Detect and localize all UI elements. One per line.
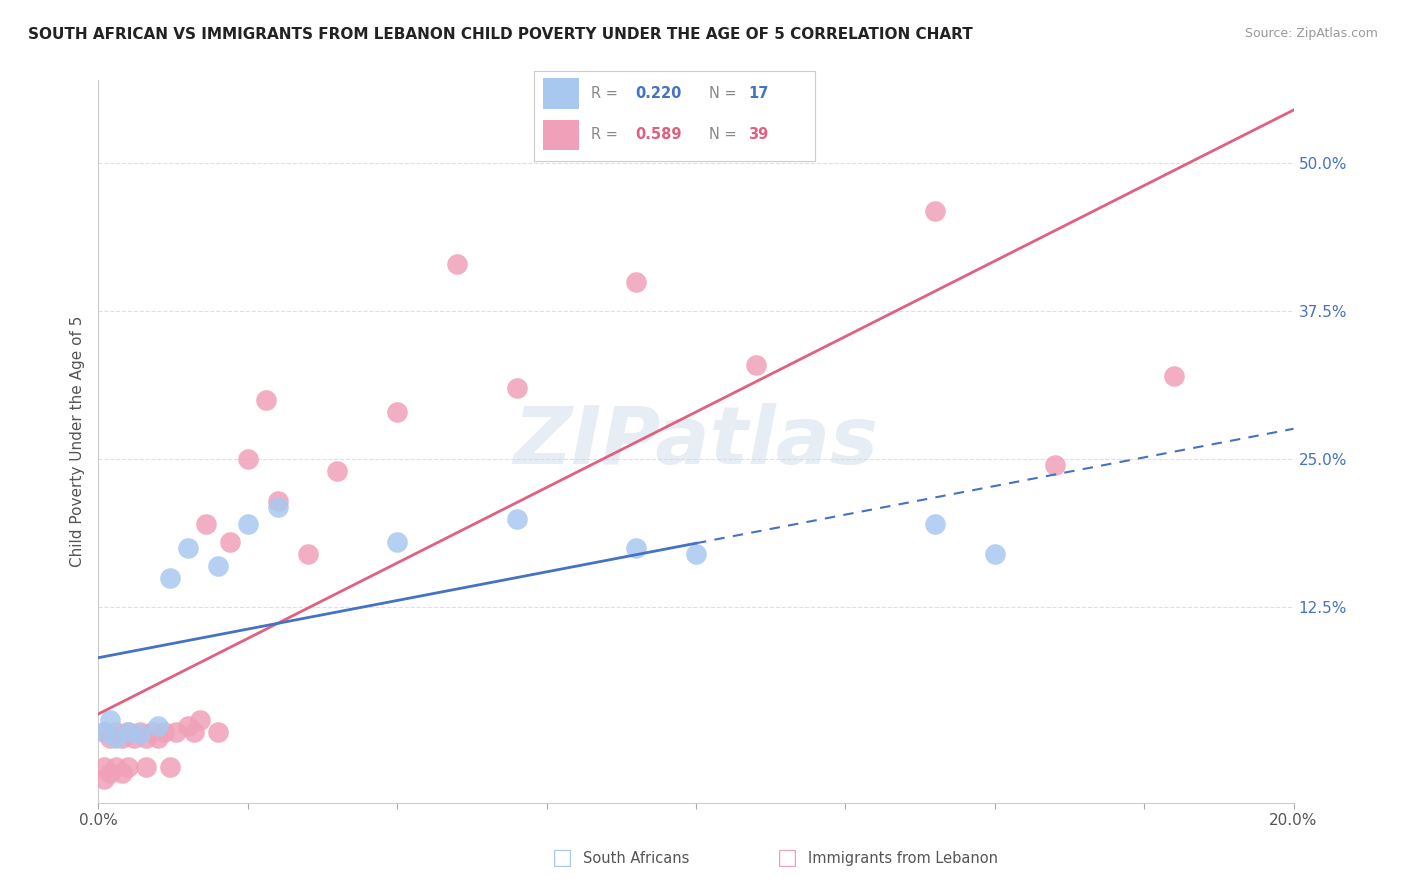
Point — [93, 760, 115, 774]
Text: 39: 39 — [748, 128, 768, 142]
Point — [117, 724, 139, 739]
Point — [93, 724, 115, 739]
Point — [159, 571, 181, 585]
Point — [207, 558, 229, 573]
Point — [129, 727, 152, 741]
Point — [326, 464, 349, 478]
Point — [135, 760, 157, 774]
Text: R =: R = — [591, 128, 621, 142]
Point — [117, 724, 139, 739]
Point — [446, 257, 468, 271]
Text: □: □ — [778, 848, 797, 868]
Point — [297, 547, 319, 561]
Point — [267, 493, 290, 508]
Point — [254, 393, 277, 408]
Point — [148, 719, 170, 733]
Point — [105, 731, 128, 745]
Text: SOUTH AFRICAN VS IMMIGRANTS FROM LEBANON CHILD POVERTY UNDER THE AGE OF 5 CORREL: SOUTH AFRICAN VS IMMIGRANTS FROM LEBANON… — [28, 27, 973, 42]
Point — [1163, 369, 1185, 384]
Point — [506, 511, 529, 525]
Point — [385, 535, 409, 549]
Point — [105, 724, 128, 739]
Point — [98, 766, 122, 780]
Text: N =: N = — [709, 128, 741, 142]
Bar — [543, 120, 579, 150]
Point — [129, 724, 152, 739]
Point — [93, 724, 115, 739]
Point — [124, 731, 146, 745]
Point — [626, 275, 648, 289]
Text: R =: R = — [591, 87, 621, 101]
Text: Immigrants from Lebanon: Immigrants from Lebanon — [808, 851, 998, 865]
Y-axis label: Child Poverty Under the Age of 5: Child Poverty Under the Age of 5 — [69, 316, 84, 567]
Text: 17: 17 — [748, 87, 768, 101]
Point — [183, 724, 205, 739]
Point — [745, 358, 768, 372]
Point — [385, 405, 409, 419]
Point — [219, 535, 242, 549]
Point — [177, 719, 200, 733]
Point — [153, 724, 176, 739]
Text: 0.589: 0.589 — [636, 128, 682, 142]
Point — [141, 724, 163, 739]
Point — [105, 760, 128, 774]
Point — [685, 547, 707, 561]
Point — [135, 731, 157, 745]
Point — [626, 541, 648, 556]
Point — [98, 731, 122, 745]
Point — [177, 541, 200, 556]
Point — [924, 203, 946, 218]
Point — [267, 500, 290, 514]
Text: South Africans: South Africans — [583, 851, 690, 865]
Point — [195, 517, 218, 532]
Point — [924, 517, 946, 532]
Text: □: □ — [553, 848, 572, 868]
Point — [148, 731, 170, 745]
Point — [165, 724, 187, 739]
Text: N =: N = — [709, 87, 741, 101]
Point — [207, 724, 229, 739]
Bar — [543, 78, 579, 109]
Text: Source: ZipAtlas.com: Source: ZipAtlas.com — [1244, 27, 1378, 40]
Point — [236, 452, 259, 467]
Point — [93, 772, 115, 786]
Point — [236, 517, 259, 532]
Point — [111, 766, 134, 780]
Point — [159, 760, 181, 774]
Point — [1043, 458, 1066, 473]
Text: ZIPatlas: ZIPatlas — [513, 402, 879, 481]
Point — [117, 760, 139, 774]
Point — [111, 731, 134, 745]
Point — [188, 713, 211, 727]
Point — [98, 713, 122, 727]
Text: 0.220: 0.220 — [636, 87, 682, 101]
Point — [984, 547, 1007, 561]
Point — [506, 381, 529, 395]
